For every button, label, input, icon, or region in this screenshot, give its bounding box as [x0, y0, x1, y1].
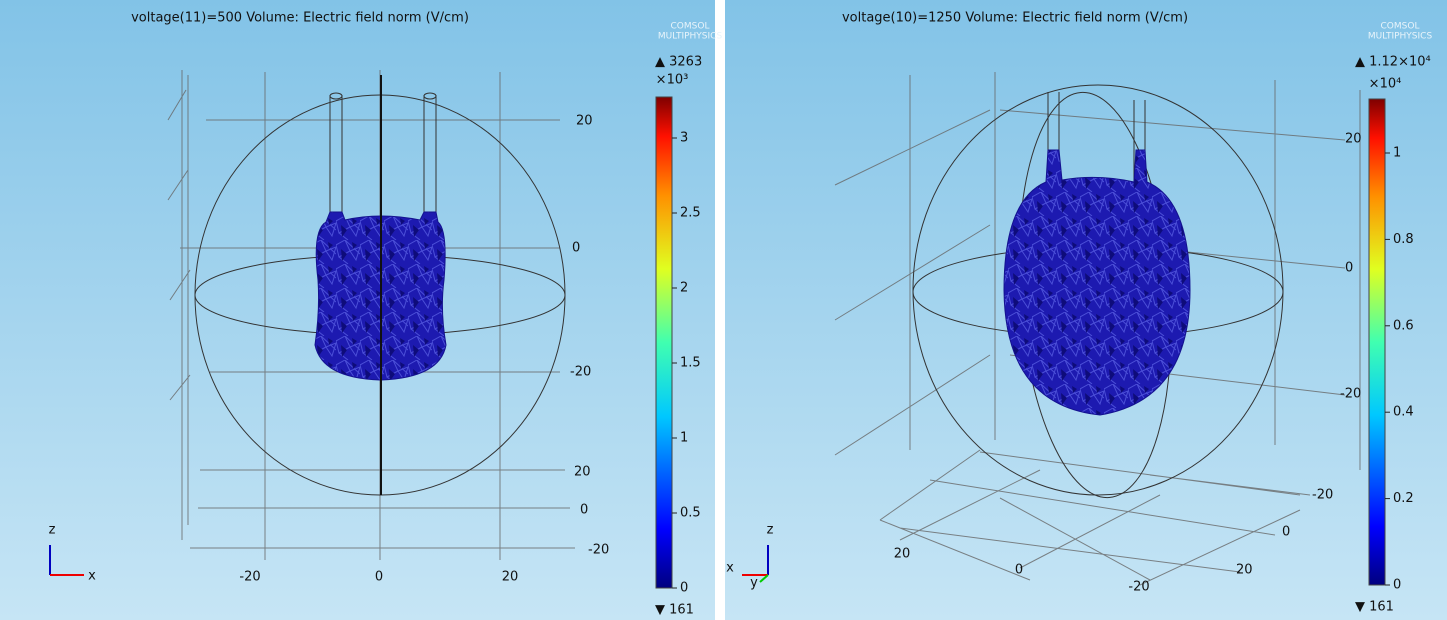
- triad-label: x: [726, 561, 734, 576]
- logo: MULTIPHYSICS: [658, 32, 723, 42]
- axis-label: 20: [1345, 132, 1362, 147]
- colorbar-tick-label: 3: [680, 131, 688, 146]
- colorbar-tick-label: 0.4: [1393, 405, 1414, 420]
- triad-label: z: [49, 523, 56, 538]
- colorbar-tick-label: 0.8: [1393, 232, 1414, 247]
- axis-label: -20: [1312, 488, 1333, 503]
- colorbar-multiplier: ×10³: [656, 73, 689, 88]
- colorbar-tick-label: 0.2: [1393, 491, 1414, 506]
- colorbar-tick-label: 1: [1393, 146, 1401, 161]
- triad-label: z: [767, 523, 774, 538]
- colorbar-tick-label: 0: [680, 581, 688, 596]
- plot-title: voltage(10)=1250 Volume: Electric field …: [842, 11, 1188, 26]
- axis-label: 0: [375, 570, 383, 585]
- colorbar-max: ▲ 1.12×10⁴: [1355, 55, 1431, 70]
- axis-label: 20: [894, 547, 911, 562]
- colorbar-tick-label: 1: [680, 431, 688, 446]
- triad-label: y: [750, 576, 758, 591]
- axis-label: 0: [1015, 563, 1023, 578]
- colorbar-tick-label: 0.6: [1393, 318, 1414, 333]
- colorbar-multiplier: ×10⁴: [1369, 77, 1402, 92]
- axis-label: 20: [502, 570, 519, 585]
- axis-label: 20: [574, 465, 591, 480]
- logo: MULTIPHYSICS: [1368, 32, 1433, 42]
- axis-label: 0: [572, 241, 580, 256]
- axis-label: -20: [239, 570, 260, 585]
- triad-label: x: [88, 569, 96, 584]
- axis-label: 20: [1236, 563, 1253, 578]
- colorbar-min: ▼ 161: [1355, 600, 1394, 615]
- colorbar-tick-label: 2: [680, 281, 688, 296]
- axis-label: 0: [580, 503, 588, 518]
- axis-label: -20: [1128, 580, 1149, 595]
- axis-label: 0: [1282, 525, 1290, 540]
- axis-label: -20: [1340, 387, 1361, 402]
- screenshot: voltage(11)=500 Volume: Electric field n…: [0, 0, 1447, 620]
- axis-label: -20: [588, 543, 609, 558]
- colorbar-tick-label: 2.5: [680, 206, 701, 221]
- axis-label: 20: [576, 114, 593, 129]
- colorbar-tick-label: 0.5: [680, 506, 701, 521]
- plot-title: voltage(11)=500 Volume: Electric field n…: [131, 11, 469, 26]
- colorbar-tick-label: 0: [1393, 578, 1401, 593]
- axis-label: -20: [570, 365, 591, 380]
- colorbar-min: ▼ 161: [655, 603, 694, 618]
- logo: COMSOL: [1381, 22, 1420, 32]
- colorbar-tick-label: 1.5: [680, 356, 701, 371]
- logo: COMSOL: [671, 22, 710, 32]
- colorbar-max: ▲ 3263: [655, 55, 702, 70]
- axis-label: 0: [1345, 261, 1353, 276]
